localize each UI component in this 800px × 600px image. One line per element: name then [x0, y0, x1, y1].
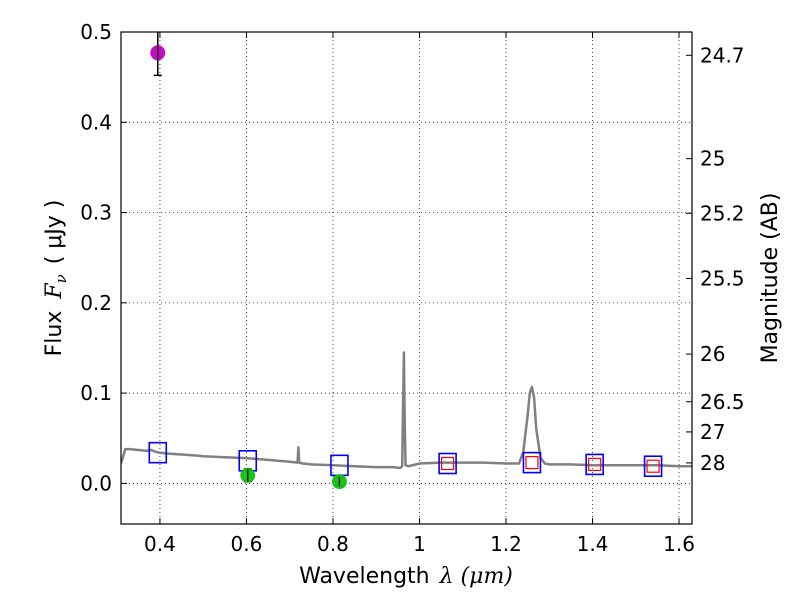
- x-tick-label: 0.4: [144, 532, 176, 556]
- model-photometry-square: [585, 453, 604, 476]
- x-tick-label: 0.8: [317, 532, 349, 556]
- model-photometry-square: [148, 441, 168, 464]
- model-photometry-square: [438, 452, 457, 475]
- y-tick-label: 0.3: [80, 201, 112, 225]
- x-tick-label: 1.6: [663, 532, 695, 556]
- x-tick-label: 1: [413, 532, 426, 556]
- x-tick-label: 1.2: [490, 532, 522, 556]
- model-photometry-square: [643, 455, 663, 478]
- y-tick-label: 0.4: [80, 110, 112, 134]
- observed-photometry-square: [646, 459, 660, 473]
- x-axis-title: Wavelength λ (μm): [299, 564, 513, 589]
- y-tick-label: 0.5: [80, 20, 112, 44]
- y2-tick-label: 27: [700, 420, 725, 444]
- observed-photometry-square: [588, 457, 602, 472]
- plot-area: [121, 32, 692, 490]
- y-tick-label: 0.2: [80, 291, 112, 315]
- axis-ticks: 0.4 0.6 0.8 1 1.2 1.4 1.6 0.0 0.1 0.2 0.3 0.4 0.5 24.…: [80, 20, 744, 556]
- y2-tick-label: 25.2: [700, 201, 745, 225]
- x-axis-title-units: λ (μm): [439, 564, 513, 589]
- model-photometry-square: [522, 451, 542, 474]
- y2-tick-label: 28: [700, 451, 725, 475]
- y2-tick-label: 26: [700, 342, 725, 366]
- y-axis-title-subscript: ν: [52, 274, 70, 283]
- model-spectrum-line: [121, 351, 692, 470]
- observed-photometry-square: [440, 456, 455, 471]
- y2-tick-label: 25: [700, 147, 725, 171]
- x-tick-label: 1.4: [577, 532, 609, 556]
- y-axis-title-symbol: F: [42, 283, 67, 300]
- y-tick-label: 0.1: [80, 381, 112, 405]
- y2-tick-label: 26.5: [700, 390, 745, 414]
- y-axis-title: Flux Fν ( μJy ): [42, 200, 70, 357]
- x-tick-label: 0.6: [231, 532, 263, 556]
- y-axis-title-text: Flux: [42, 311, 67, 357]
- y2-tick-label: 24.7: [700, 43, 745, 67]
- y-tick-label: 0.0: [80, 471, 112, 495]
- y2-axis-title: Magnitude (AB): [758, 193, 783, 364]
- y2-tick-label: 25.5: [700, 266, 745, 290]
- x-axis-title-text: Wavelength: [299, 564, 430, 589]
- observed-photometry-square: [525, 456, 539, 470]
- y-axis-title-units: ( μJy ): [42, 200, 67, 265]
